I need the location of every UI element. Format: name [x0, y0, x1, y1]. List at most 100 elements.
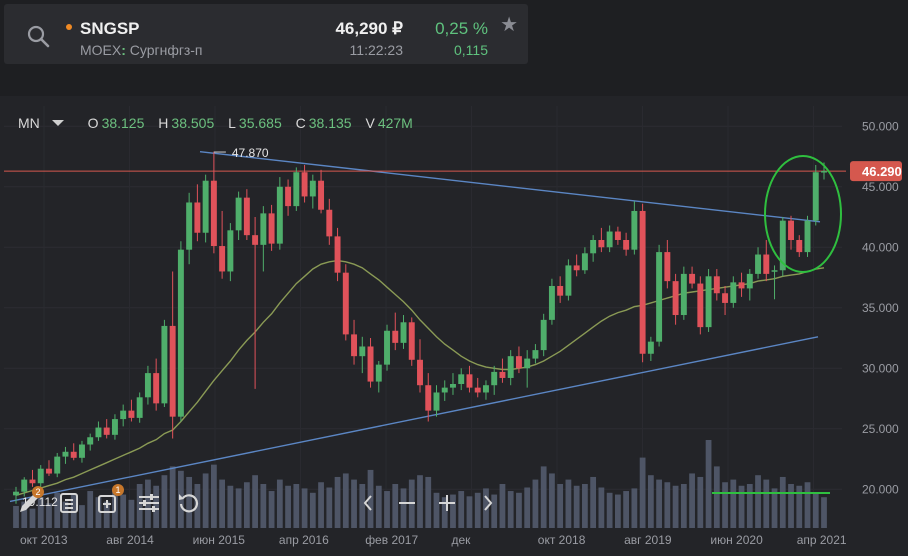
y-axis-label: 45.000	[862, 180, 899, 194]
volume-bar	[647, 475, 654, 528]
y-axis-label: 40.000	[862, 240, 899, 254]
candle-body	[144, 373, 151, 398]
x-axis-label: фев 2017	[365, 533, 418, 547]
candle-body	[779, 220, 786, 271]
candle-body	[639, 210, 646, 354]
candle-body	[697, 283, 704, 328]
open-value: 38.125	[101, 115, 145, 131]
candle-body	[598, 240, 605, 248]
ticker-symbol[interactable]: SNGSP	[80, 19, 140, 38]
timeframe-selector[interactable]: MN	[18, 115, 40, 131]
candle-body	[301, 172, 308, 197]
candle-body	[689, 273, 696, 284]
volume-bar	[169, 466, 176, 528]
candle-body	[161, 325, 168, 404]
add-indicator-icon[interactable]	[96, 490, 122, 516]
volume-bar	[235, 488, 242, 528]
volume-bar	[540, 466, 547, 528]
status-dot	[66, 24, 72, 30]
candle-body	[515, 356, 522, 369]
volume-bar	[598, 487, 605, 528]
exchange-code: MOEX	[80, 42, 122, 58]
zoom-in-icon[interactable]	[434, 490, 460, 516]
y-axis-label: 35.000	[862, 301, 899, 315]
volume-bar	[128, 499, 135, 528]
scroll-left-icon[interactable]	[356, 490, 382, 516]
search-icon[interactable]	[26, 24, 50, 48]
scroll-right-icon[interactable]	[474, 490, 500, 516]
candle-body	[70, 451, 77, 458]
quote-header: SNGSP MOEX: Сургнфгз-п 46,290 ₽ 11:22:23…	[4, 4, 528, 64]
candle-body	[21, 479, 28, 492]
candle-body	[499, 371, 506, 378]
candle-body	[392, 330, 399, 343]
candle-body	[458, 374, 465, 384]
volume-bar	[417, 475, 423, 528]
y-axis-label: 30.000	[862, 361, 899, 375]
candle-body	[268, 213, 275, 244]
volume-bar	[136, 484, 143, 528]
volume-bar	[293, 484, 300, 528]
indicator-count-badge: 1	[112, 484, 124, 496]
volume-bar	[334, 476, 341, 528]
resistance-trendline	[199, 150, 821, 223]
candle-body	[153, 373, 160, 404]
exchange-info: MOEX: Сургнфгз-п	[80, 42, 203, 58]
undo-icon[interactable]	[176, 490, 202, 516]
candle-body	[788, 220, 794, 240]
y-axis-label: 25.000	[862, 422, 899, 436]
draw-count-badge: 2	[32, 486, 44, 498]
candle-body	[450, 384, 456, 388]
high-value: 38.505	[171, 115, 215, 131]
candle-body	[46, 468, 52, 474]
volume-bar	[582, 484, 588, 528]
candle-body	[103, 427, 110, 435]
volume-bar	[672, 485, 679, 528]
volume-bar	[210, 464, 217, 528]
candle-body	[631, 210, 638, 250]
exchange-separator: :	[121, 42, 126, 58]
candle-body	[491, 371, 498, 386]
candle-body	[425, 385, 432, 411]
candle-body	[680, 273, 687, 316]
volume-bar	[153, 485, 160, 528]
pencil-icon[interactable]	[16, 490, 42, 516]
candle-body	[128, 410, 135, 418]
volume-bar	[623, 491, 630, 528]
volume-bar	[309, 492, 316, 528]
volume-bar	[639, 457, 646, 528]
chevron-down-icon[interactable]	[51, 120, 64, 127]
zoom-out-icon[interactable]	[394, 490, 420, 516]
candle-body	[771, 270, 778, 272]
open-label: O	[87, 115, 99, 131]
candle-body	[285, 186, 292, 207]
x-axis-label: окт 2013	[20, 533, 68, 547]
x-axis-label: авг 2014	[106, 533, 154, 547]
candle-body	[334, 236, 341, 273]
current-price-tag	[850, 161, 902, 182]
list-icon[interactable]	[56, 490, 82, 516]
volume-bar	[491, 494, 498, 528]
volume-bar	[730, 479, 737, 528]
low-value: 35.685	[238, 115, 282, 131]
volume-bar	[705, 440, 712, 528]
candle-body	[194, 202, 201, 233]
settings-sliders-icon[interactable]	[136, 490, 162, 516]
candle-body	[730, 282, 737, 303]
volume-value: 427M	[377, 115, 413, 131]
x-axis-label: апр 2021	[797, 533, 847, 547]
last-price: 46,290 ₽	[335, 19, 403, 38]
volume-bar	[219, 479, 226, 528]
instrument-name: Сургнфгз-п	[129, 42, 203, 58]
volume-bar	[351, 479, 357, 528]
candle-body	[37, 468, 44, 484]
favorite-star-icon[interactable]: ★	[500, 14, 518, 36]
candle-body	[507, 356, 514, 378]
volume-bar	[590, 476, 597, 528]
x-axis-label: окт 2018	[538, 533, 586, 547]
volume-bar	[318, 482, 324, 528]
volume-bar	[779, 476, 786, 528]
volume-bar	[46, 503, 52, 528]
high-label: H	[158, 115, 169, 131]
